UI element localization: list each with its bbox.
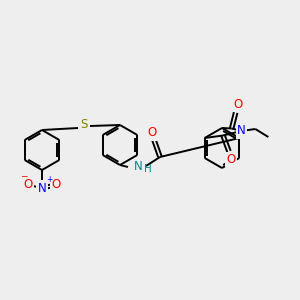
Text: O: O [51, 178, 61, 191]
Text: N: N [237, 124, 246, 137]
Text: H: H [144, 164, 152, 174]
Text: −: − [20, 171, 28, 180]
Text: S: S [80, 118, 88, 131]
Text: O: O [233, 98, 242, 111]
Text: O: O [23, 178, 33, 191]
Text: O: O [226, 153, 236, 166]
Text: +: + [46, 175, 52, 184]
Text: O: O [147, 127, 157, 140]
Text: N: N [38, 182, 46, 194]
Text: N: N [134, 160, 142, 173]
